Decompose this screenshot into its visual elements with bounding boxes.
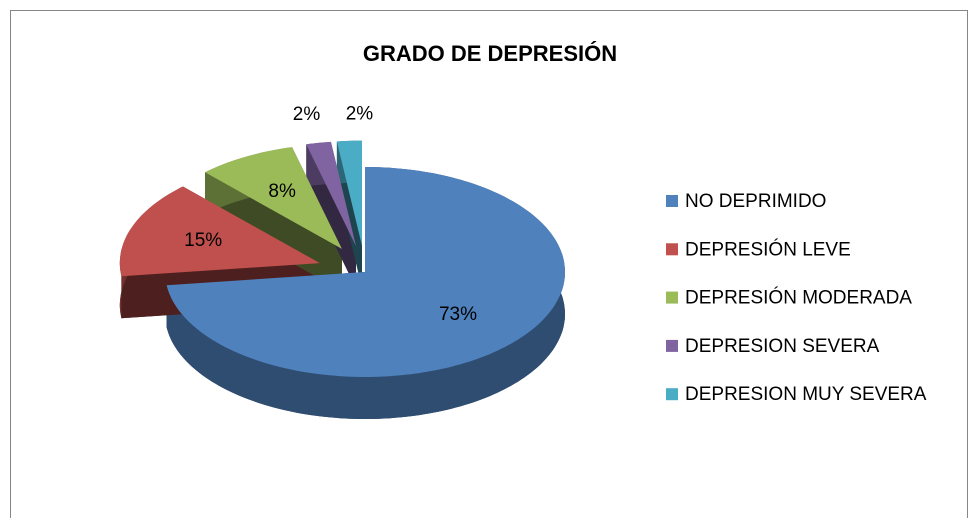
legend-label: DEPRESIÓN MODERADA — [685, 287, 912, 309]
pie-slice — [306, 141, 356, 247]
legend-swatch — [666, 243, 678, 256]
data-label: 73% — [439, 304, 477, 325]
pie-slice — [119, 186, 320, 277]
legend-swatch — [666, 339, 678, 352]
data-label: 2% — [346, 103, 374, 124]
legend-swatch — [666, 291, 678, 304]
legend-swatch — [666, 388, 678, 401]
pie-slice — [205, 147, 342, 249]
legend-swatch — [666, 195, 678, 207]
legend-label: DEPRESION MUY SEVERA — [685, 384, 927, 405]
chart-title: GRADO DE DEPRESIÓN — [363, 41, 617, 66]
data-label: 8% — [268, 181, 296, 202]
legend-label: DEPRESIÓN LEVE — [685, 238, 851, 260]
data-label: 15% — [184, 230, 222, 251]
pie-slice — [166, 167, 565, 377]
legend-label: NO DEPRIMIDO — [685, 191, 826, 212]
legend-label: DEPRESION SEVERA — [685, 336, 880, 357]
data-label: 2% — [293, 104, 321, 125]
pie-slice — [336, 140, 362, 246]
